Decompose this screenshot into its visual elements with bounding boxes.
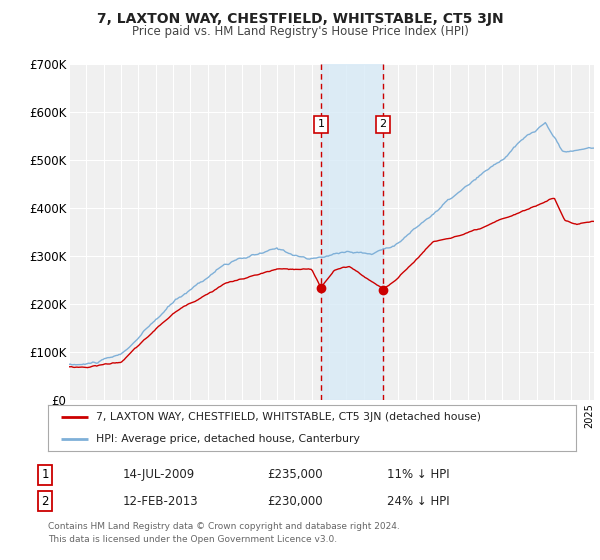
Text: 7, LAXTON WAY, CHESTFIELD, WHITSTABLE, CT5 3JN (detached house): 7, LAXTON WAY, CHESTFIELD, WHITSTABLE, C…	[95, 412, 481, 422]
Text: 11% ↓ HPI: 11% ↓ HPI	[387, 468, 449, 482]
Text: 1: 1	[317, 119, 325, 129]
Text: 7, LAXTON WAY, CHESTFIELD, WHITSTABLE, CT5 3JN: 7, LAXTON WAY, CHESTFIELD, WHITSTABLE, C…	[97, 12, 503, 26]
Text: 2: 2	[41, 494, 49, 508]
Text: 2: 2	[379, 119, 386, 129]
Text: £235,000: £235,000	[267, 468, 323, 482]
Text: 12-FEB-2013: 12-FEB-2013	[123, 494, 199, 508]
Text: 24% ↓ HPI: 24% ↓ HPI	[387, 494, 449, 508]
Text: £230,000: £230,000	[267, 494, 323, 508]
Text: 14-JUL-2009: 14-JUL-2009	[123, 468, 195, 482]
Text: Contains HM Land Registry data © Crown copyright and database right 2024.
This d: Contains HM Land Registry data © Crown c…	[48, 522, 400, 544]
Text: 1: 1	[41, 468, 49, 482]
Bar	[321, 64, 383, 400]
Text: Price paid vs. HM Land Registry's House Price Index (HPI): Price paid vs. HM Land Registry's House …	[131, 25, 469, 38]
Text: HPI: Average price, detached house, Canterbury: HPI: Average price, detached house, Cant…	[95, 435, 359, 444]
